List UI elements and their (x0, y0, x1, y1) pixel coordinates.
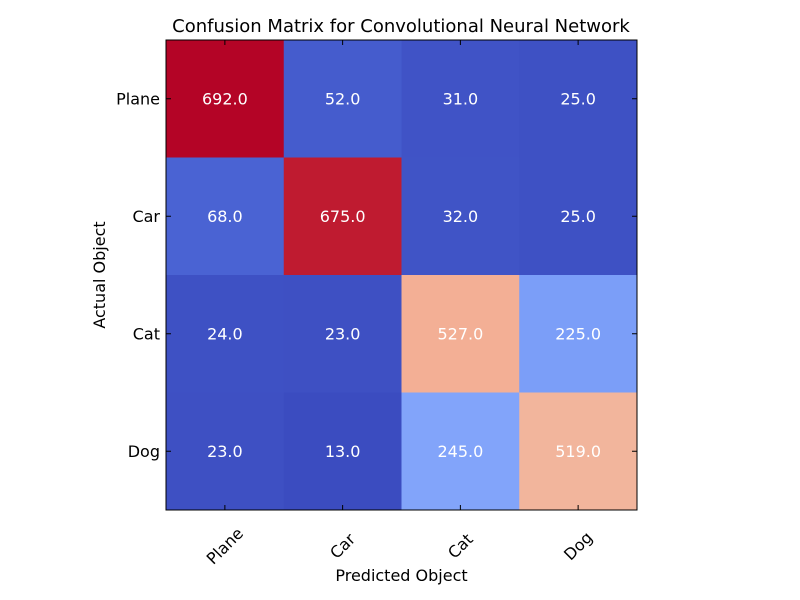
y-tick-labels: Plane Car Cat Dog (116, 89, 160, 461)
cell-value-label: 13.0 (325, 442, 361, 461)
cell-value-label: 245.0 (437, 442, 483, 461)
heatmap-cell (283, 157, 402, 276)
heatmap-cell (401, 392, 520, 511)
x-tick-label: Dog (560, 528, 596, 564)
cell-value-label: 32.0 (443, 207, 479, 226)
heatmap-cell (401, 275, 520, 393)
cell-value-label: 23.0 (207, 442, 243, 461)
heatmap-cell (166, 275, 285, 393)
x-tick-label: Car (326, 529, 359, 562)
heatmap-cell (166, 40, 285, 158)
cell-value-label: 52.0 (325, 89, 361, 108)
heatmap-cell (283, 275, 402, 393)
x-tick-label: Cat (444, 530, 477, 563)
cell-value-labels: 692.0 52.0 31.0 25.0 68.0 675.0 32.0 25.0 24.0 23… (202, 89, 601, 461)
y-tick-label: Plane (116, 89, 160, 108)
heatmap-cell (166, 392, 285, 511)
heatmap-cell (401, 157, 520, 276)
heatmap-cell (519, 157, 638, 276)
heatmap-cell (519, 275, 638, 393)
y-axis-label: Actual Object (90, 221, 109, 328)
x-axis-label: Predicted Object (335, 566, 467, 585)
y-tick-label: Car (132, 207, 160, 226)
chart-title: Confusion Matrix for Convolutional Neura… (172, 16, 630, 37)
y-tick-label: Dog (128, 442, 160, 461)
cell-value-label: 31.0 (443, 89, 479, 108)
heatmap-cells (166, 40, 638, 511)
cell-value-label: 225.0 (555, 324, 601, 343)
x-tick-label: Plane (203, 524, 247, 568)
cell-value-label: 692.0 (202, 89, 248, 108)
axis-ticks (166, 40, 637, 510)
cell-value-label: 519.0 (555, 442, 601, 461)
heatmap-cell (401, 40, 520, 158)
plot-frame (165, 39, 638, 511)
cell-value-label: 675.0 (320, 207, 366, 226)
heatmap-cell (519, 392, 638, 511)
cell-value-label: 527.0 (437, 324, 483, 343)
cell-value-label: 68.0 (207, 207, 243, 226)
cell-value-label: 24.0 (207, 324, 243, 343)
cell-value-label: 25.0 (560, 207, 596, 226)
y-tick-label: Cat (133, 324, 160, 343)
cell-value-label: 23.0 (325, 324, 361, 343)
x-tick-labels: Plane Car Cat Dog (203, 524, 597, 568)
heatmap-cell (166, 157, 285, 276)
cell-value-label: 25.0 (560, 89, 596, 108)
heatmap-cell (283, 392, 402, 511)
heatmap-cell (283, 40, 402, 158)
heatmap-cell (519, 40, 638, 158)
